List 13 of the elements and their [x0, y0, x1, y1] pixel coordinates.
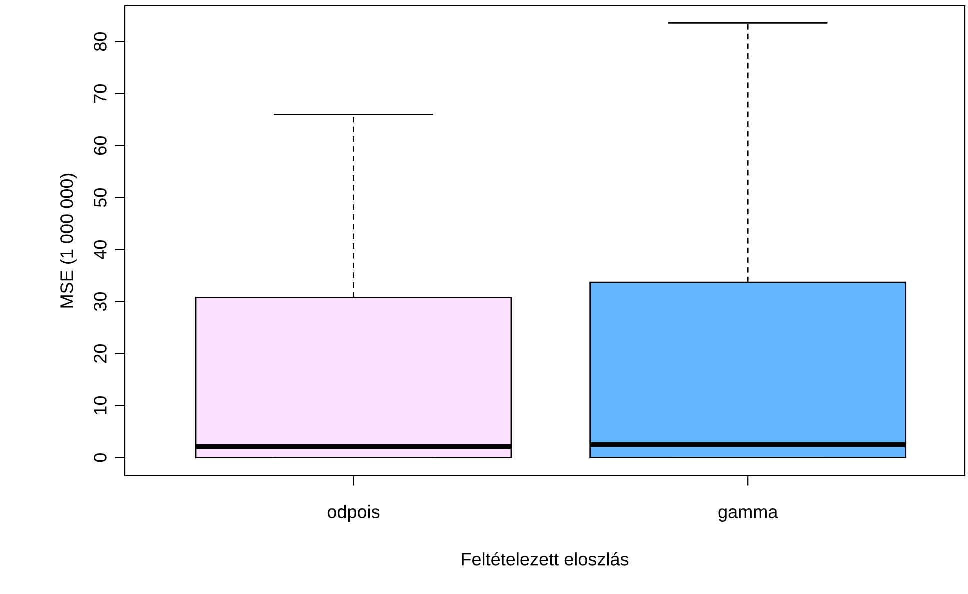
y-tick-label: 30 — [94, 292, 107, 312]
y-tick-label: 10 — [94, 396, 107, 414]
y-tick-label: 20 — [94, 344, 107, 363]
y-tick-label: 70 — [94, 84, 107, 103]
y-tick-label: 40 — [94, 240, 107, 260]
y-tick-label: 80 — [94, 32, 107, 52]
y-tick-label: 50 — [94, 188, 107, 208]
x-tick-label: gamma — [718, 508, 778, 522]
x-axis-title: Feltételezett eloszlás — [462, 552, 629, 566]
y-tick-label: 60 — [94, 136, 107, 155]
y-tick-label: 0 — [94, 453, 107, 462]
y-axis-title: MSE (1 000 000) — [60, 174, 77, 308]
x-tick-label: odpois — [328, 505, 380, 522]
